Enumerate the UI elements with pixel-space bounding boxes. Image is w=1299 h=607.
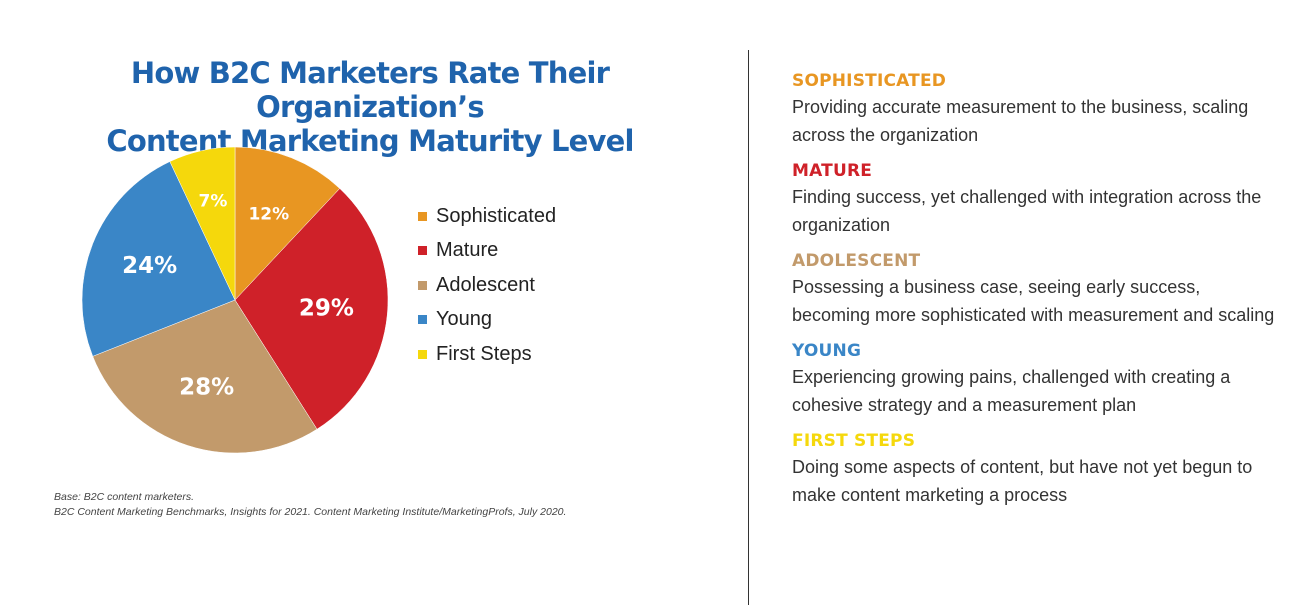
definition-text: Doing some aspects of content, but have … [792, 457, 1253, 505]
vertical-divider [748, 50, 749, 605]
pie-slice-adolescent [92, 299, 318, 454]
legend-label: Adolescent [436, 273, 535, 296]
pie-label-mature: 29% [299, 296, 354, 322]
definition-title: SOPHISTICATED [792, 71, 947, 91]
legend-label: First Steps [436, 342, 532, 365]
legend-swatch [418, 211, 427, 221]
legend-swatch [418, 315, 427, 325]
legend-label: Young [436, 308, 492, 331]
pie-slice-sophisticated [234, 146, 341, 301]
legend-swatch [418, 349, 427, 359]
definition-text: Finding success, yet challenged with int… [792, 187, 1262, 235]
pie-label-adolescent: 28% [179, 374, 234, 400]
definition-adolescent: ADOLESCENT Possessing a business case, s… [792, 250, 1282, 329]
legend-item-adolescent: Adolescent [418, 268, 556, 303]
definition-mature: MATURE Finding success, yet challenged w… [792, 160, 1282, 239]
footnote-source: B2C Content Marketing Benchmarks, Insigh… [54, 506, 567, 518]
pie-label-first-steps: 7% [199, 191, 228, 211]
maturity-definitions: SOPHISTICATED Providing accurate measure… [792, 70, 1282, 509]
pie-label-sophisticated: 12% [248, 205, 289, 225]
definition-title: ADOLESCENT [792, 251, 921, 271]
legend-label: Mature [436, 239, 499, 262]
legend-item-sophisticated: Sophisticated [418, 199, 556, 234]
pie-slice-mature [234, 188, 389, 430]
pie-slice-first-steps [169, 146, 236, 301]
legend-item-young: Young [418, 303, 556, 338]
definition-title: MATURE [792, 161, 873, 181]
chart-legend: Sophisticated Mature Adolescent Young Fi… [418, 199, 556, 372]
chart-title: How B2C Marketers Rate Their Organizatio… [20, 56, 720, 158]
definition-text: Possessing a business case, seeing early… [792, 277, 1275, 325]
pie-slice-young [81, 161, 236, 357]
definition-young: YOUNG Experiencing growing pains, challe… [792, 340, 1282, 419]
source-footnote: Base: B2C content marketers. B2C Content… [54, 490, 694, 520]
legend-item-mature: Mature [418, 234, 556, 269]
definition-text: Experiencing growing pains, challenged w… [792, 367, 1231, 415]
definition-first-steps: FIRST STEPS Doing some aspects of conten… [792, 430, 1282, 509]
legend-swatch [418, 246, 427, 256]
definition-sophisticated: SOPHISTICATED Providing accurate measure… [792, 70, 1282, 149]
chart-title-line-1: How B2C Marketers Rate Their Organizatio… [130, 56, 610, 124]
pie-chart: 12% 29% 28% 24% 7% [81, 146, 389, 454]
pie-label-young: 24% [122, 253, 177, 279]
footnote-base: Base: B2C content marketers. [54, 491, 195, 503]
definition-title: FIRST STEPS [792, 431, 916, 451]
legend-label: Sophisticated [436, 204, 557, 227]
definition-title: YOUNG [792, 341, 862, 361]
definition-text: Providing accurate measurement to the bu… [792, 97, 1249, 145]
legend-swatch [418, 280, 427, 290]
legend-item-first-steps: First Steps [418, 337, 556, 372]
